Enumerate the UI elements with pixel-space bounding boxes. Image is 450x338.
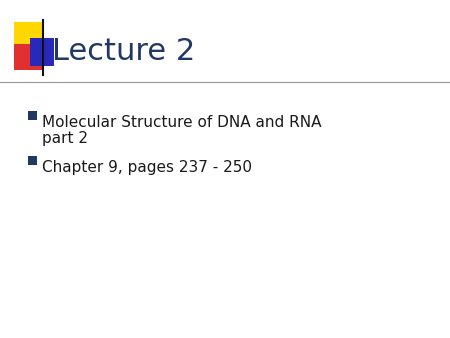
Bar (14, 22, 42, 50)
Bar (28, 111, 37, 120)
Text: Lecture 2: Lecture 2 (52, 38, 195, 67)
Bar (30, 38, 54, 66)
Text: Chapter 9, pages 237 - 250: Chapter 9, pages 237 - 250 (42, 160, 252, 175)
Bar (14, 44, 42, 70)
Bar (28, 156, 37, 165)
Text: part 2: part 2 (42, 131, 88, 146)
Text: Molecular Structure of DNA and RNA: Molecular Structure of DNA and RNA (42, 115, 321, 130)
